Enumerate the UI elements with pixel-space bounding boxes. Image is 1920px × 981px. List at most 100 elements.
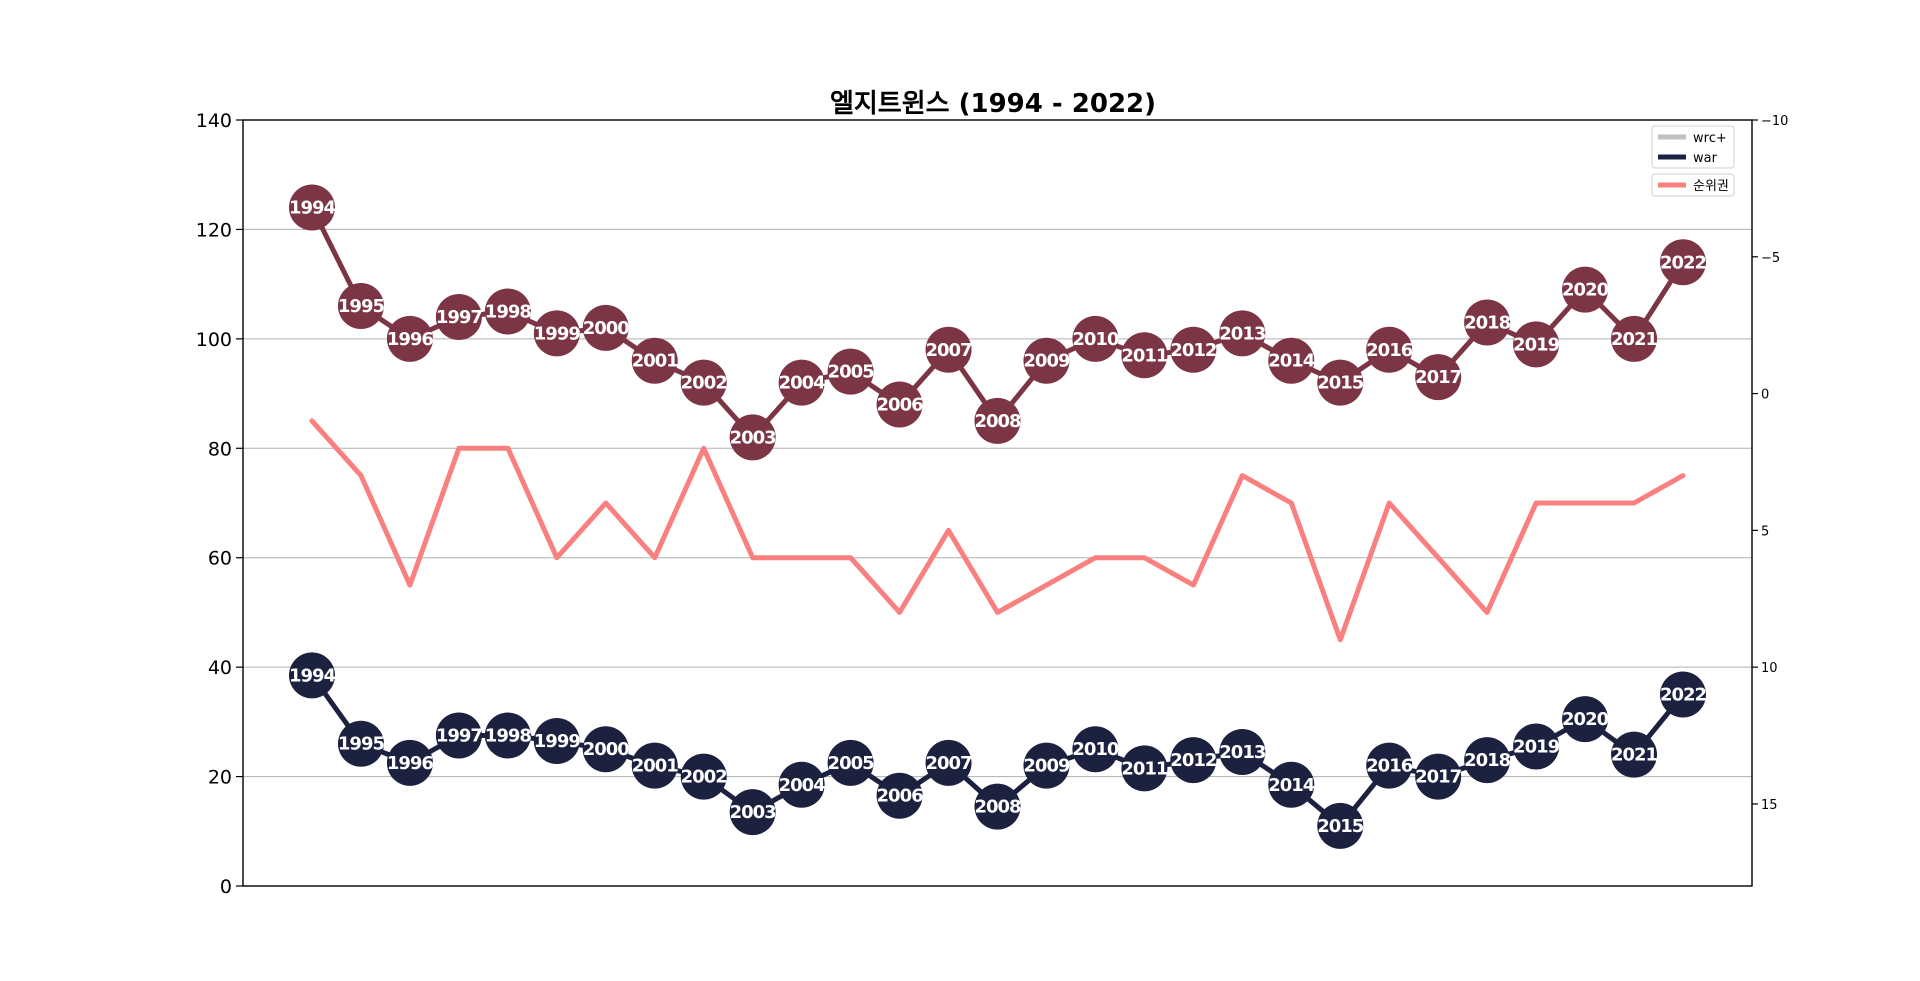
data-label: 1996 [387,329,434,350]
data-point [1611,315,1658,362]
data-label: 2002 [681,767,727,788]
data-label: 2008 [974,411,1021,432]
series-line [309,418,1686,643]
data-label: 2019 [1513,736,1560,757]
legend-label: 순위권 [1693,179,1729,194]
data-point [1317,802,1364,849]
data-point [1660,671,1706,718]
data-label: 2011 [1121,345,1168,366]
data-point [1219,310,1266,357]
data-point [680,753,727,800]
data-label: 2003 [730,427,777,448]
plot-frame [242,119,1753,887]
legend-label: war [1693,151,1718,166]
left-tick-label: 100 [196,329,232,351]
data-label: 2004 [779,775,826,796]
data-label: 2013 [1219,742,1266,763]
data-point [289,652,335,699]
data-label: 2004 [779,373,826,394]
data-label: 2003 [730,802,777,823]
data-label: 2017 [1415,367,1462,388]
left-tick-label: 60 [208,548,232,570]
data-point [1023,742,1070,789]
data-label: 2012 [1170,750,1216,771]
data-label: 1994 [289,665,336,686]
left-tick-label: 0 [220,876,232,898]
data-label: 1994 [289,198,336,219]
left-tick-label: 120 [196,219,232,241]
data-label: 2018 [1464,312,1511,333]
data-label: 1995 [338,734,385,755]
data-point [1464,737,1511,784]
data-label: 2005 [828,753,875,774]
data-label: 2014 [1268,351,1315,372]
data-point [1219,728,1266,775]
data-point [631,742,678,789]
data-label: 2010 [1072,329,1119,350]
data-point [582,726,629,773]
data-point [533,310,580,357]
legend-label: wrc+ [1693,131,1727,146]
data-label: 2022 [1660,252,1706,273]
data-point [1415,753,1462,800]
data-point [1121,332,1168,379]
data-point [1513,321,1560,368]
left-y-axis: 0 20 40 60 80 100 120 140 [196,110,243,898]
data-label: 2020 [1562,280,1609,301]
data-point [778,359,825,406]
data-point [680,359,727,406]
data-label: 2016 [1366,756,1413,777]
data-label: 2010 [1072,739,1119,760]
data-point [925,739,972,786]
data-label: 2012 [1170,340,1216,361]
data-label: 2021 [1611,329,1658,350]
data-label: 2001 [632,351,679,372]
legend-box [1651,173,1735,197]
data-point [1170,326,1217,373]
data-label: 2011 [1121,758,1168,779]
data-point [1023,337,1070,384]
data-label: 2017 [1415,767,1462,788]
data-label: 2006 [877,786,924,807]
series-순위권 [309,418,1686,643]
data-label: 1997 [436,307,483,328]
data-point [778,761,825,808]
data-point [1072,315,1119,362]
left-tick-label: 140 [196,110,232,132]
left-tick-label: 20 [208,767,232,789]
data-point [1072,726,1119,773]
data-label: 2000 [583,739,630,760]
data-label: 1999 [534,323,581,344]
data-label: 2008 [974,797,1021,818]
right-tick-label: 10 [1761,661,1778,676]
left-tick-label: 80 [208,438,232,460]
data-point [1121,745,1168,792]
data-point [1366,326,1413,373]
data-label: 1998 [485,302,532,323]
data-point [1562,266,1609,313]
data-point [533,718,580,765]
data-point [1562,696,1609,743]
data-point [1317,359,1364,406]
data-point [876,772,923,819]
data-label: 2001 [632,756,679,777]
data-label: 2019 [1513,334,1560,355]
data-point [1268,337,1315,384]
data-label: 1998 [485,726,532,747]
right-tick-label: 5 [1761,524,1769,539]
data-point [337,720,384,767]
data-label: 1997 [436,726,483,747]
data-point [1415,354,1462,401]
data-label: 2018 [1464,750,1511,771]
data-label: 2007 [925,753,972,774]
right-tick-label: 15 [1761,798,1778,813]
data-point [484,712,531,759]
data-label: 2005 [828,362,875,383]
data-point [729,414,776,461]
data-point [1611,731,1658,778]
data-point [386,315,433,362]
data-point [974,783,1021,830]
right-tick-label: 0 [1761,388,1769,403]
